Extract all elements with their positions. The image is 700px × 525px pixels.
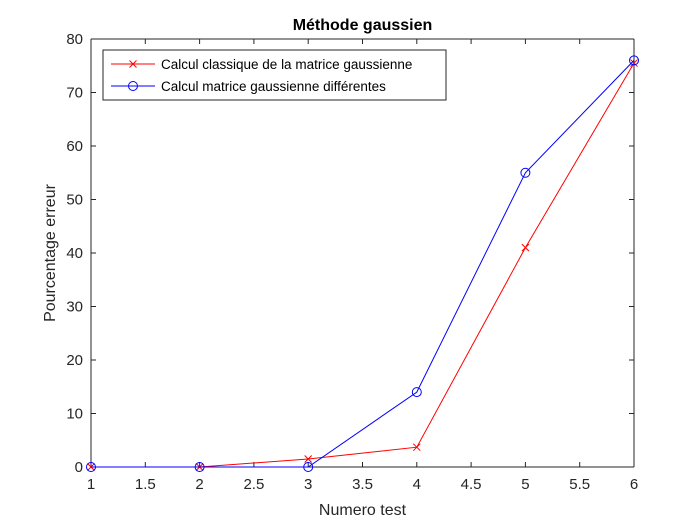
data-point [411, 387, 422, 398]
y-tick-label: 30 [66, 299, 83, 316]
y-tick-label: 20 [66, 352, 83, 369]
x-tick-label: 4.5 [461, 476, 482, 493]
data-point [304, 455, 313, 463]
y-tick-label: 50 [66, 192, 83, 209]
legend-label: Calcul matrice gaussienne différentes [161, 79, 386, 94]
legend-marker [128, 81, 138, 91]
data-point [629, 55, 639, 66]
data-point [303, 462, 314, 472]
x-axis-label: Numero test [319, 502, 407, 519]
y-tick-label: 10 [66, 406, 83, 423]
legend-item-2[interactable]: Calcul matrice gaussienne différentes [111, 79, 386, 94]
x-tick-label: 5.5 [569, 476, 590, 493]
y-tick-label: 60 [66, 138, 83, 155]
data-point [86, 462, 96, 472]
x-tick-label: 3.5 [352, 476, 373, 493]
y-axis-label: Pourcentage erreur [42, 183, 59, 322]
legend-label: Calcul classique de la matrice gaussienn… [161, 57, 412, 72]
data-point [630, 59, 638, 67]
x-tick-label: 1.5 [135, 476, 156, 493]
series-2 [86, 55, 639, 472]
legend-marker [129, 60, 137, 68]
y-tick-label: 70 [66, 85, 83, 102]
x-tick-label: 3 [304, 476, 312, 493]
x-tick-label: 2 [195, 476, 203, 493]
series-layer [86, 55, 639, 472]
legend-box [102, 49, 447, 101]
data-point [412, 443, 421, 452]
x-tick-label: 2.5 [243, 476, 264, 493]
series-line-2 [91, 60, 635, 468]
y-tick-label: 80 [66, 31, 83, 48]
x-tick-label: 6 [630, 476, 638, 493]
plot-area [91, 39, 634, 467]
y-tick-label: 0 [75, 459, 83, 476]
data-point [520, 167, 531, 178]
legend[interactable]: Calcul classique de la matrice gaussienn… [102, 49, 447, 101]
x-tick-label: 4 [413, 476, 421, 493]
chart-title: Méthode gaussien [293, 17, 433, 34]
x-tick-label: 5 [521, 476, 529, 493]
x-tick-label: 1 [87, 476, 95, 493]
legend-item-1[interactable]: Calcul classique de la matrice gaussienn… [111, 57, 412, 72]
y-tick-label: 40 [66, 245, 83, 262]
data-point [521, 243, 530, 252]
data-point [194, 462, 205, 472]
